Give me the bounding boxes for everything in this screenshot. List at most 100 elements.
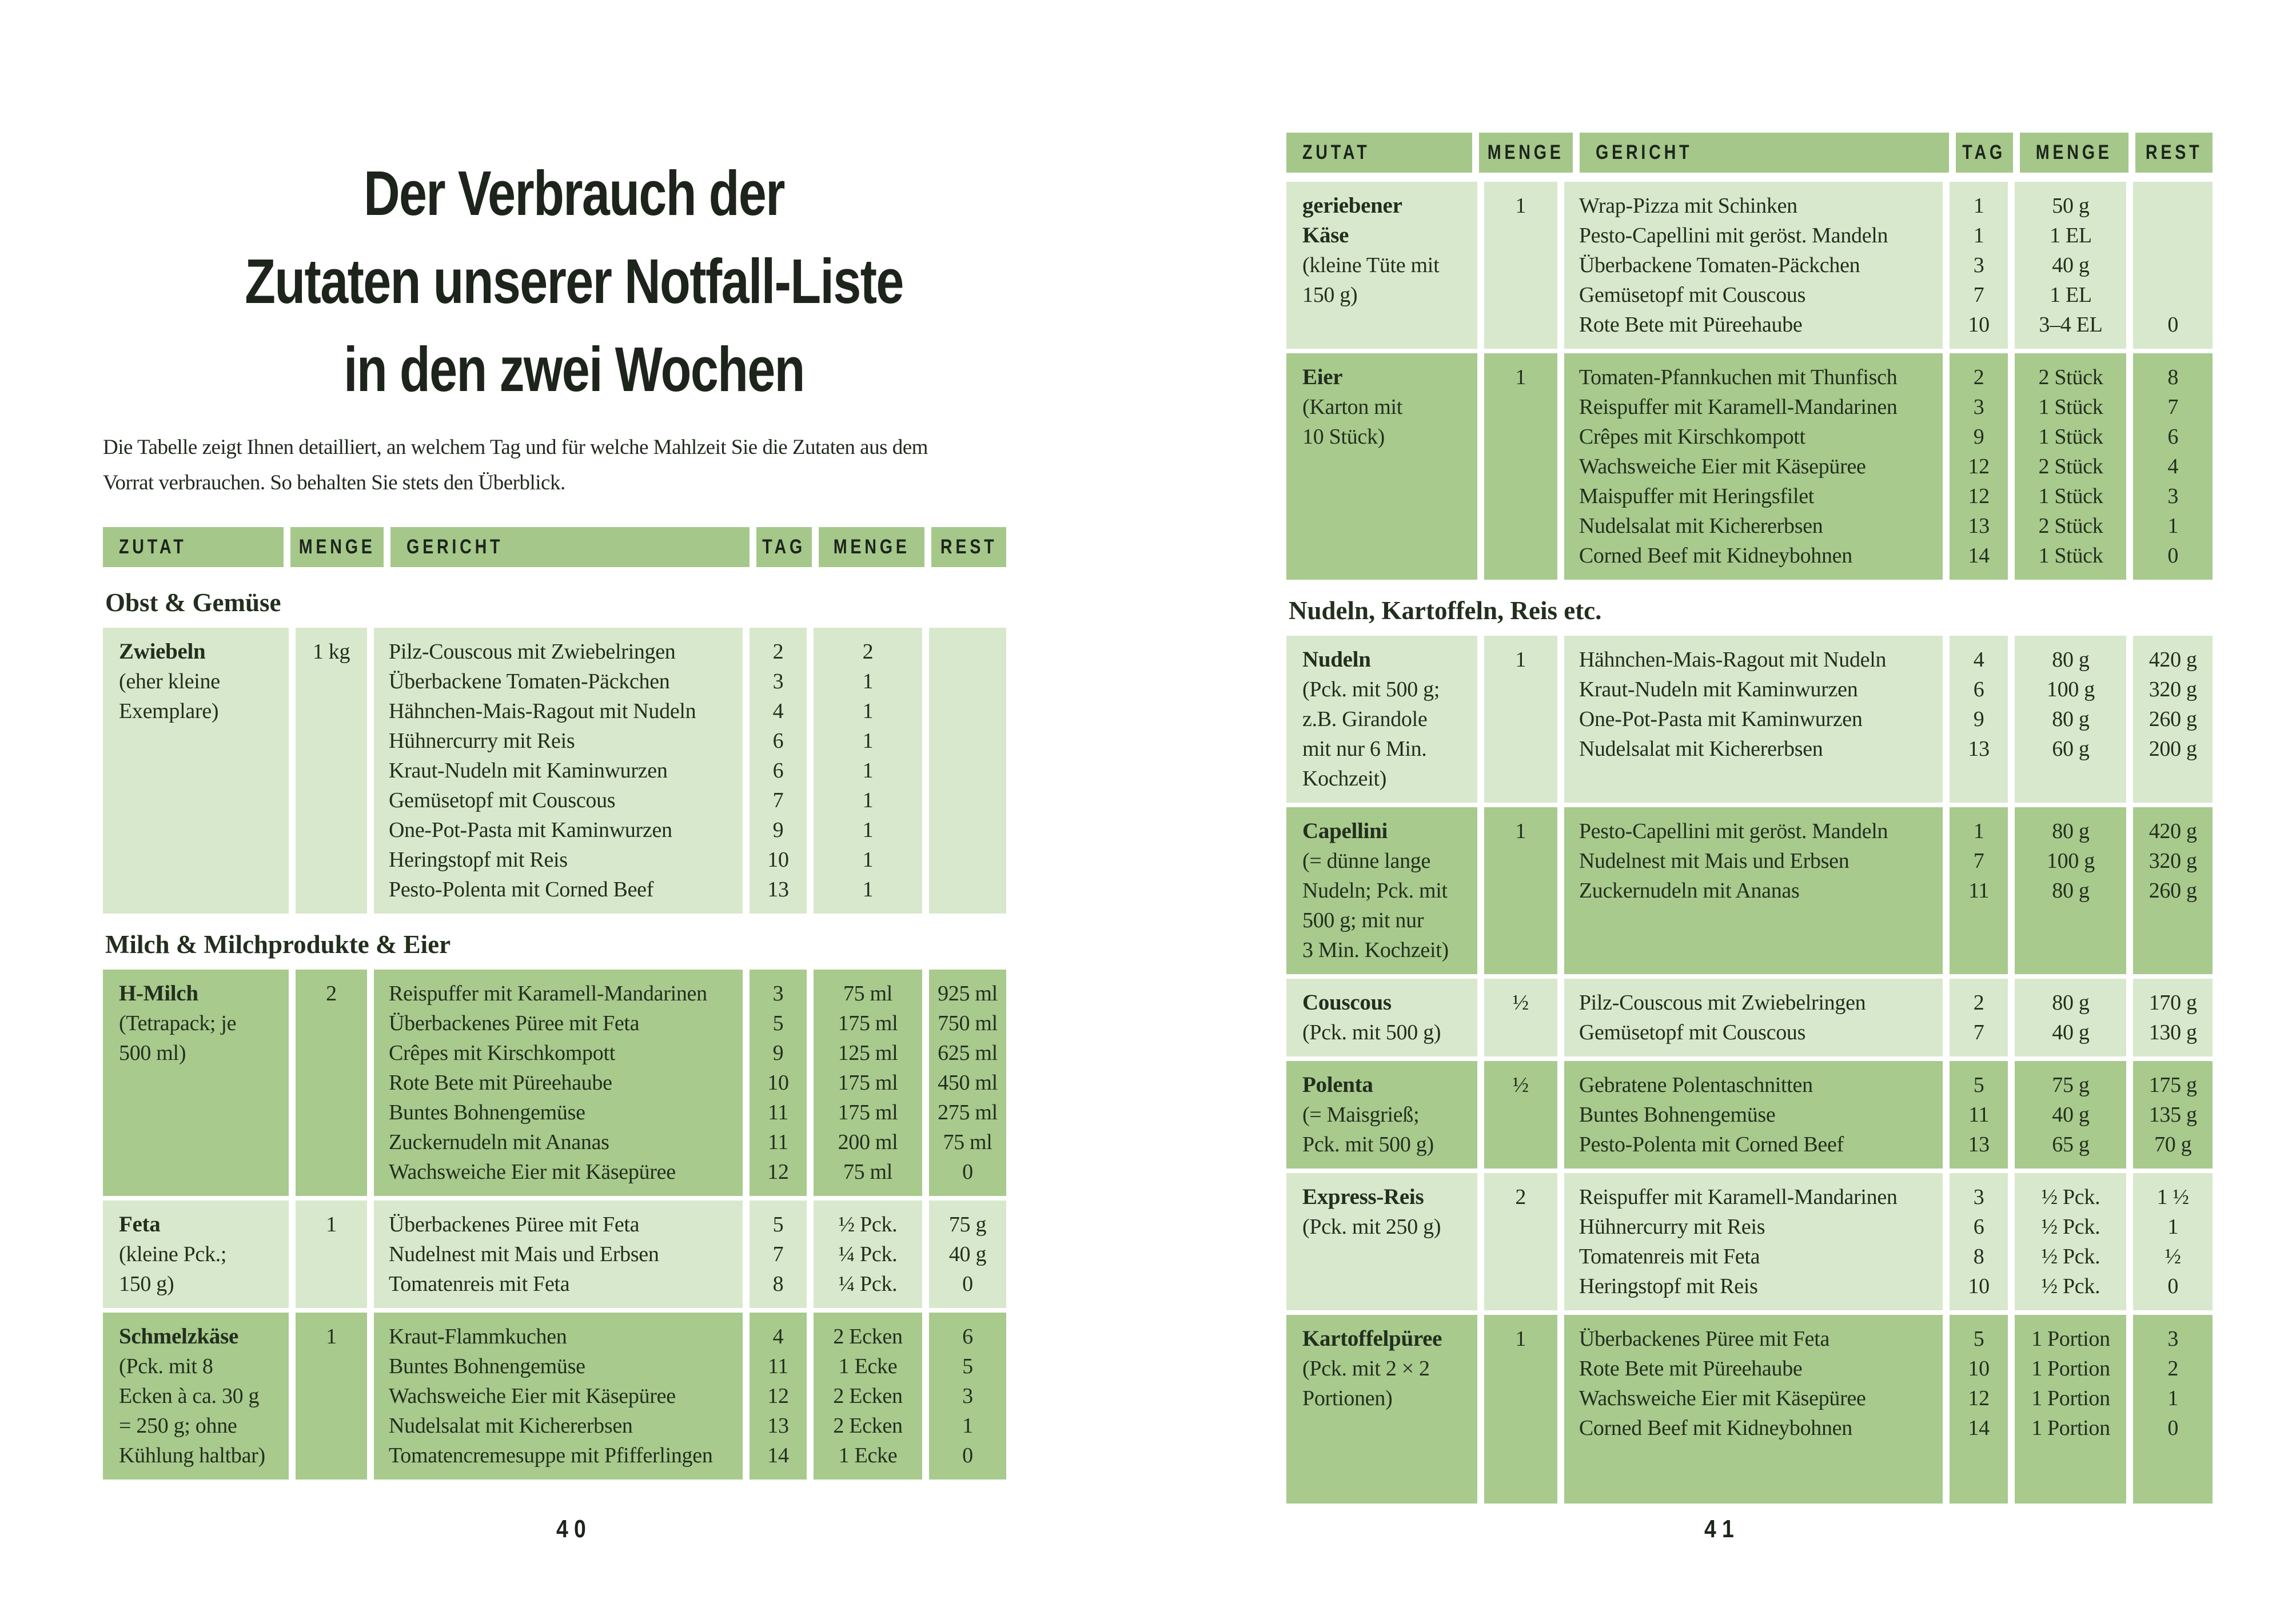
gericht-name: Kraut-Nudeln mit Kaminwurzen [1579, 677, 1858, 701]
page-left: Der Verbrauch der Zutaten unserer Notfal… [0, 150, 1148, 1480]
tag-cell: 3 6 8 10 [1949, 1173, 2008, 1310]
title-line: Der Verbrauch der [364, 158, 785, 229]
tag-value: 5 [772, 1213, 784, 1237]
tag-value: 14 [1968, 1416, 1990, 1440]
tag-value: 6 [772, 729, 784, 753]
gericht-name: Crêpes mit Kirschkompott [1579, 425, 1805, 449]
rest-value: 0 [962, 1272, 973, 1296]
rest-value [929, 696, 1006, 726]
rest-cell: 925 ml 750 ml 625 ml 450 ml 275 ml 75 ml 0 [929, 970, 1006, 1196]
tag-value: 5 [1973, 1073, 1984, 1097]
gericht-cell: Überbackenes Püree mit Feta Nudelnest mit… [374, 1201, 743, 1308]
dish-menge-value: 1 Portion [2031, 1386, 2110, 1410]
rest-value: 0 [2167, 1416, 2179, 1440]
dish-menge-value: 1 Portion [2031, 1357, 2110, 1381]
tag-value: 8 [1973, 1245, 1984, 1269]
gericht-cell: Wrap-Pizza mit Schinken Pesto-Capellini m… [1564, 182, 1943, 349]
page-number-right: 41 [1704, 1515, 1740, 1543]
menge-cell: 2 [296, 970, 367, 1196]
rest-cell: 420 g 320 g 260 g [2133, 807, 2213, 974]
zutat-cell: Eier (Karton mit 10 Stück) [1286, 353, 1477, 580]
tag-value: 12 [1968, 454, 1990, 478]
menge-value: 1 [326, 1325, 337, 1349]
gericht-name: Hähnchen-Mais-Ragout mit Nudeln [1579, 648, 1887, 672]
tag-value: 2 [772, 640, 784, 664]
rest-value [2133, 280, 2213, 310]
column-header-label: MENGE [298, 536, 376, 558]
rest-value [929, 756, 1006, 785]
zutat-description: 150 g) [119, 1272, 174, 1296]
rest-cell: 6 5 3 1 0 [929, 1313, 1006, 1480]
menge-value: ½ [1512, 1073, 1529, 1097]
zutat-description: Portionen) [1302, 1386, 1393, 1410]
column-header-menge-2: MENGE [818, 527, 924, 567]
menge-cell: ½ [1484, 1061, 1557, 1169]
gericht-name: Tomaten-Pfannkuchen mit Thunfisch [1579, 365, 1898, 389]
gericht-name: Zuckernudeln mit Ananas [1579, 879, 1800, 903]
gericht-name: One-Pot-Pasta mit Kaminwurzen [389, 818, 672, 842]
dish-menge-value: 100 g [2046, 849, 2095, 873]
zutat-name: Feta [119, 1212, 161, 1237]
ingredient-row-h-milch: H-Milch (Tetrapack; je 500 ml) 2 Reispuffer … [103, 970, 1006, 1196]
rest-value: 1 [2167, 514, 2179, 538]
rest-value [929, 875, 1006, 904]
dish-menge-value: 80 g [2052, 991, 2090, 1015]
zutat-name: Zwiebeln [119, 639, 206, 664]
zutat-description: (Pck. mit 250 g) [1302, 1215, 1441, 1239]
zutat-description: (kleine Tüte mit [1302, 253, 1440, 277]
rest-cell: 8 7 6 4 3 1 0 [2133, 353, 2213, 580]
zutat-description: z.B. Girandole [1302, 707, 1428, 731]
column-header-label: GERICHT [1595, 141, 1693, 164]
rest-cell: 170 g 130 g [2133, 979, 2213, 1056]
gericht-name: Pesto-Polenta mit Corned Beef [389, 878, 654, 902]
rest-value: 420 g [2148, 819, 2197, 843]
dish-menge-value: 40 g [2052, 1103, 2090, 1127]
zutat-description: Nudeln; Pck. mit [1302, 879, 1448, 903]
page-title: Der Verbrauch der Zutaten unserer Notfal… [0, 150, 1148, 414]
menge-cell: 1 [296, 1313, 367, 1480]
tag-value: 6 [772, 759, 784, 783]
rest-cell: 1 ½ 1 ½ 0 [2133, 1173, 2213, 1310]
menge-per-dish-cell: 2 Ecken 1 Ecke 2 Ecken 2 Ecken 1 Ecke [814, 1313, 922, 1480]
rest-value: 200 g [2148, 737, 2197, 761]
zutat-name: Nudeln [1302, 647, 1371, 672]
tag-value: 3 [772, 669, 784, 693]
dish-menge-value: 125 ml [838, 1041, 898, 1065]
dish-menge-value: 1 [862, 788, 874, 812]
ingredient-row-express-reis: Express-Reis (Pck. mit 250 g) 2 Reispuffer … [1286, 1173, 2213, 1310]
dish-menge-value: ½ Pck. [2041, 1274, 2100, 1298]
gericht-name: Reispuffer mit Karamell-Mandarinen [389, 982, 707, 1006]
dish-menge-value: 1 EL [2050, 224, 2092, 248]
tag-value: 6 [1973, 1215, 1984, 1239]
rest-value: 260 g [2148, 707, 2197, 731]
gericht-name: Pilz-Couscous mit Zwiebelringen [389, 640, 676, 664]
rest-value: 0 [2167, 313, 2179, 337]
gericht-cell: Überbackenes Püree mit Feta Rote Bete mit… [1564, 1315, 1943, 1504]
dish-menge-value: 2 [862, 640, 874, 664]
dish-menge-value: 50 g [2052, 194, 2090, 218]
gericht-name: Buntes Bohnengemüse [1579, 1103, 1776, 1127]
tag-value: 5 [1973, 1327, 1984, 1351]
tag-value: 10 [1968, 1357, 1990, 1381]
gericht-name: Tomatencremesuppe mit Pfifferlingen [389, 1443, 713, 1468]
rest-value: 175 g [2148, 1073, 2197, 1097]
column-header-label: TAG [1962, 141, 2006, 164]
gericht-name: Gemüsetopf mit Couscous [389, 788, 616, 812]
dish-menge-value: 1 Ecke [838, 1354, 898, 1378]
zutat-description: Exemplare) [119, 699, 219, 723]
dish-menge-value: 200 ml [838, 1130, 898, 1154]
dish-menge-value: 1 Ecke [838, 1443, 898, 1468]
rest-value: 40 g [948, 1242, 987, 1266]
menge-cell: 1 kg [296, 628, 367, 914]
rest-cell: 175 g 135 g 70 g [2133, 1061, 2213, 1169]
tag-value: 9 [1973, 707, 1984, 731]
zutat-description: mit nur 6 Min. [1302, 737, 1427, 761]
ingredient-row-geriebener-käse: geriebener Käse (kleine Tüte mit 150 g) 1 Wra… [1286, 182, 2213, 349]
tag-cell: 5 10 12 14 [1949, 1315, 2008, 1504]
dish-menge-value: 2 Stück [2038, 514, 2103, 538]
rest-value: 8 [2167, 365, 2179, 389]
column-header-label: MENGE [1488, 141, 1565, 164]
ingredient-row-polenta: Polenta (= Maisgrieß; Pck. mit 500 g) ½ Gebr… [1286, 1061, 2213, 1169]
gericht-name: Buntes Bohnengemüse [389, 1354, 585, 1378]
tag-value: 7 [1973, 1020, 1984, 1044]
